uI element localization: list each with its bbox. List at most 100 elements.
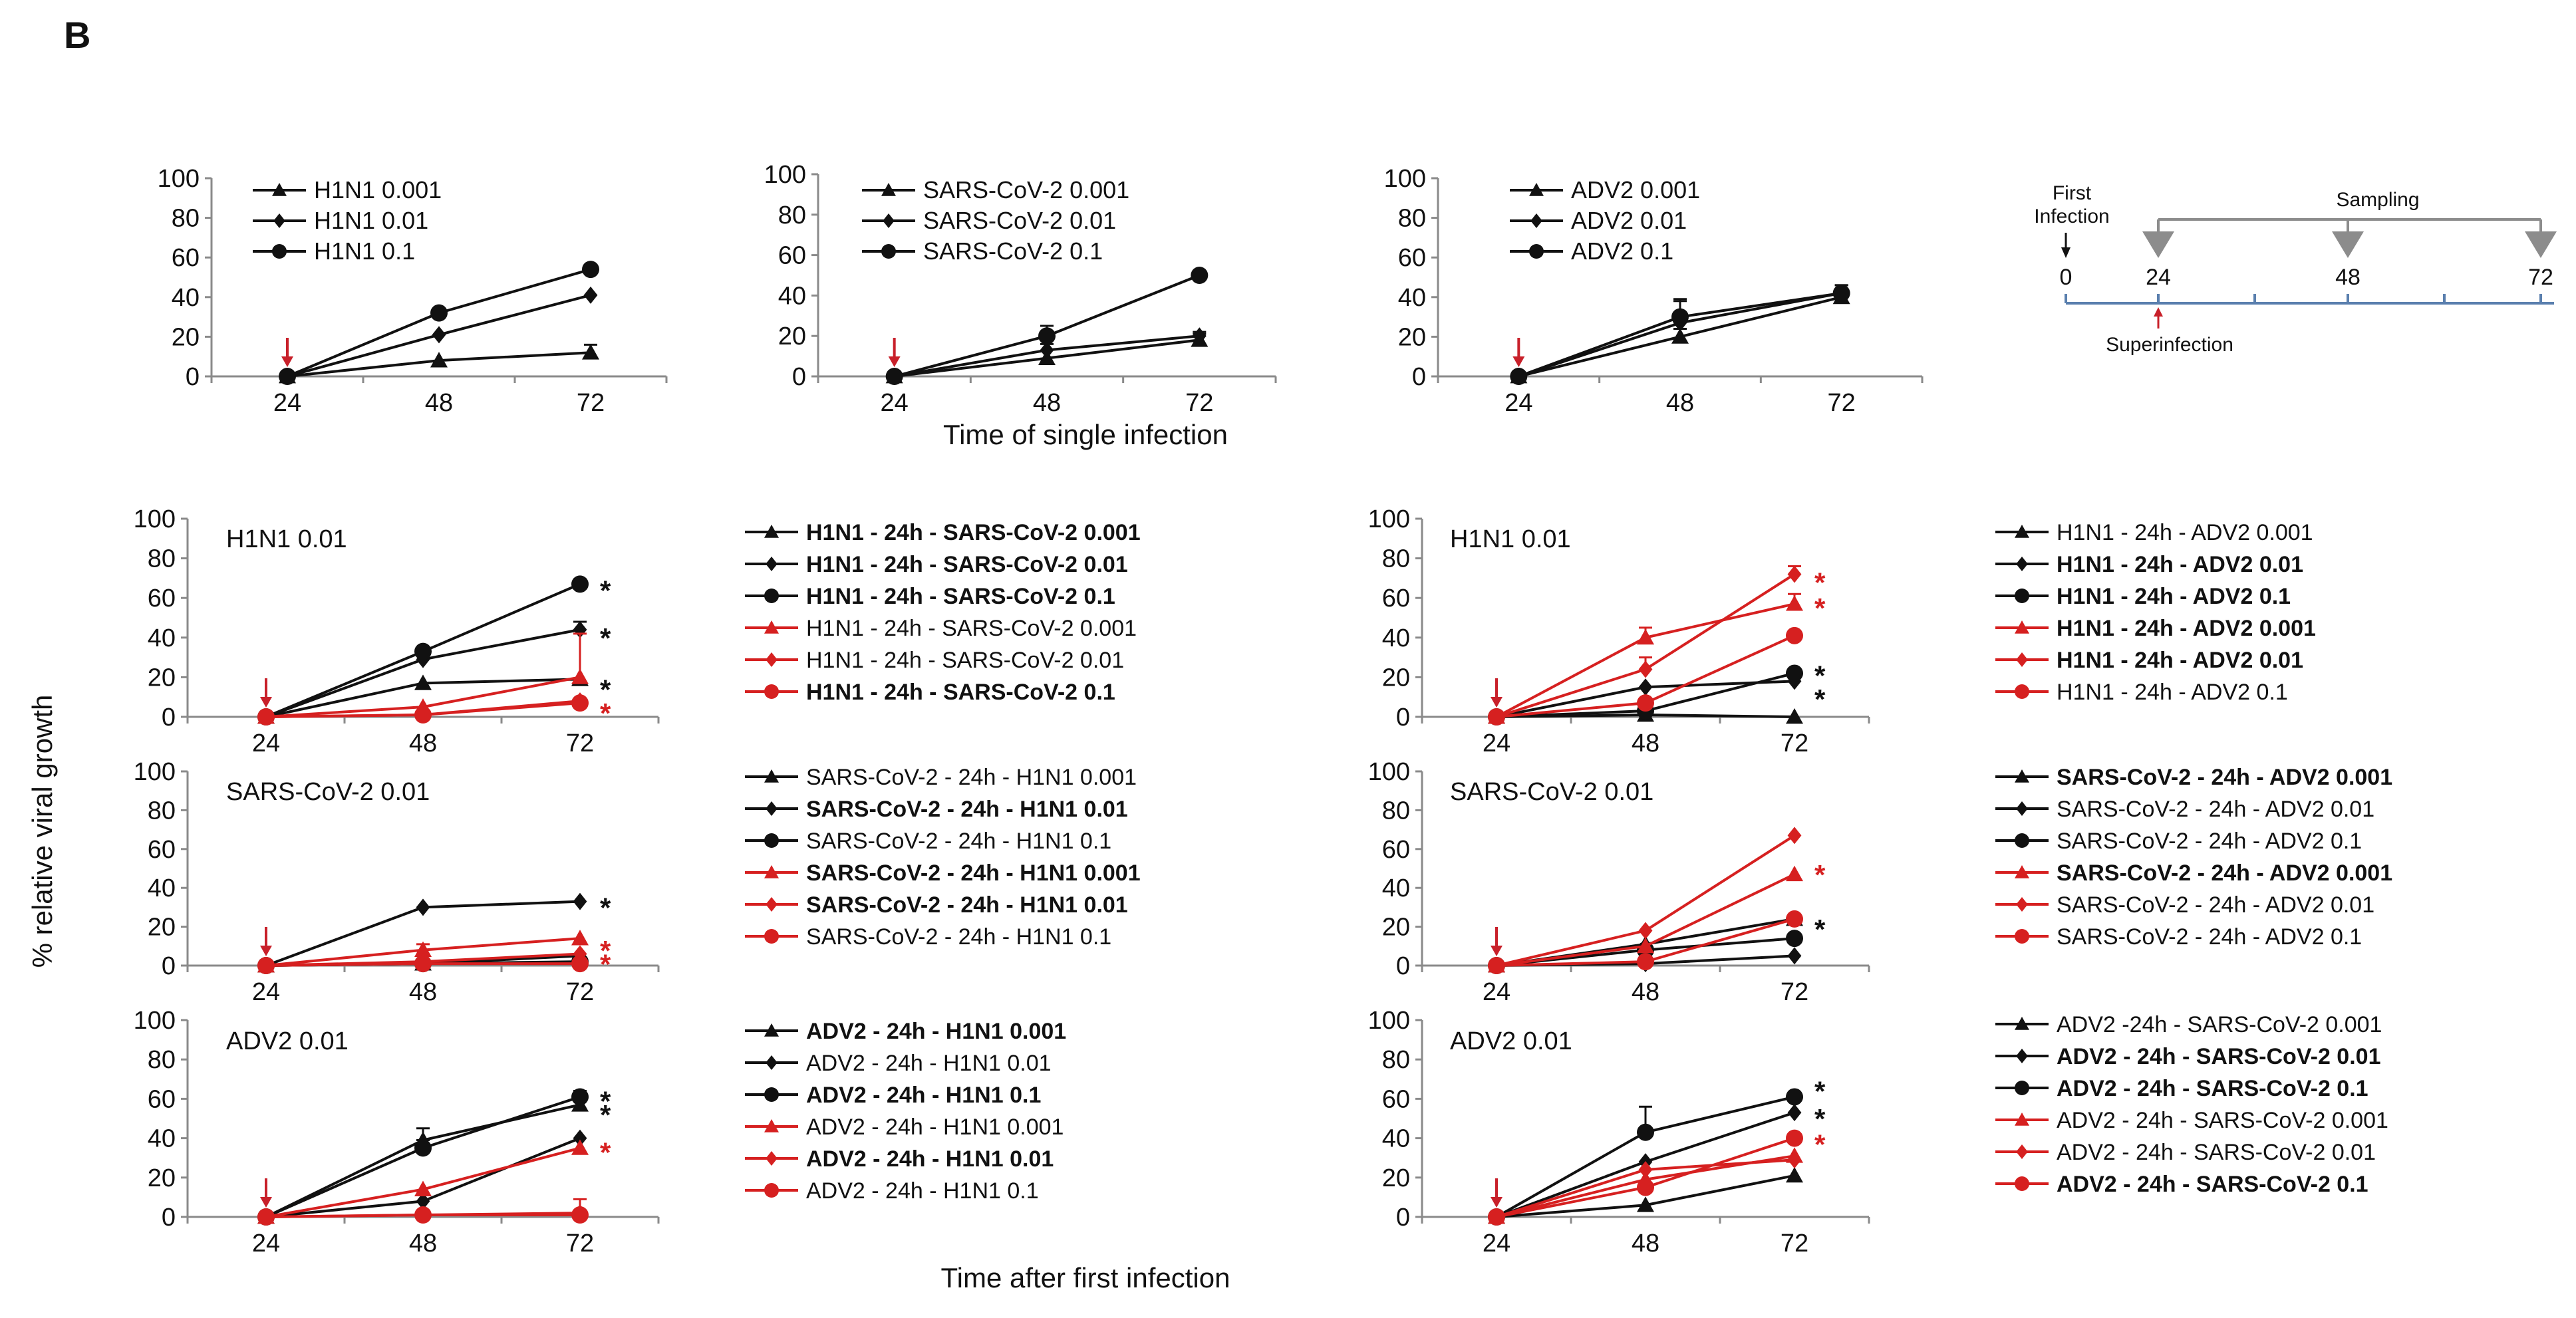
- infection-arrow-head: [260, 697, 272, 708]
- x-tick-label: 72: [1781, 978, 1808, 1006]
- legend-label: ADV2 0.1: [1571, 237, 1673, 265]
- data-point: [571, 1088, 589, 1106]
- x-tick-label: 48: [1632, 978, 1659, 1006]
- legend-marker: [764, 1119, 779, 1132]
- y-tick-label: 0: [1396, 952, 1410, 980]
- legend-label: SARS-CoV-2 - 24h - ADV2 0.001: [2057, 860, 2392, 886]
- y-tick-label: 20: [1398, 323, 1426, 351]
- data-point: [414, 706, 432, 724]
- legend-label: SARS-CoV-2 - 24h - H1N1 0.01: [806, 892, 1128, 918]
- series-5: [1488, 910, 1803, 974]
- legend-marker: [764, 865, 779, 878]
- legend-marker: [273, 213, 285, 228]
- data-point: [1786, 930, 1803, 948]
- y-tick-label: 60: [1382, 836, 1410, 864]
- legend-marker: [883, 213, 895, 228]
- y-tick-label: 100: [158, 165, 200, 193]
- y-tick-label: 40: [148, 874, 176, 902]
- x-tick-label: 48: [409, 729, 437, 757]
- legend-label: H1N1 - 24h - ADV2 0.01: [2057, 648, 2303, 673]
- sampling-marker-icon: [2332, 231, 2364, 258]
- sampling-marker-icon: [2142, 231, 2174, 258]
- legend-label: H1N1 - 24h - ADV2 0.1: [2057, 680, 2288, 705]
- y-tick-label: 60: [148, 1085, 176, 1113]
- legend-marker: [1530, 213, 1542, 228]
- timeline-sampling: Sampling: [2336, 189, 2419, 211]
- x-tick-label: 48: [425, 389, 453, 417]
- series-1: [280, 286, 598, 385]
- significance-star: *: [1814, 1103, 1826, 1134]
- legend-label: H1N1 - 24h - SARS-CoV-2 0.01: [806, 552, 1128, 577]
- legend-marker: [272, 244, 287, 259]
- y-tick-label: 60: [778, 242, 806, 270]
- y-tick-label: 80: [1398, 205, 1426, 233]
- y-tick-label: 40: [778, 282, 806, 310]
- x-tick-label: 48: [1632, 729, 1659, 757]
- legend-marker: [2016, 652, 2028, 667]
- legend-marker: [766, 652, 778, 667]
- x-tick-label: 72: [1828, 389, 1856, 417]
- y-tick-label: 100: [1384, 165, 1426, 193]
- legend-marker: [766, 1151, 778, 1166]
- x-label-top: Time of single infection: [943, 419, 1228, 450]
- x-label-bottom: Time after first infection: [941, 1262, 1230, 1293]
- chart-h1n1-sars: 0 20 40 60 80 100 24 48 72 H1N1 0.01 H1N1 - 24h - …: [134, 505, 1141, 757]
- timeline-first-infection-line1: First: [2053, 182, 2092, 204]
- data-point: [1786, 1129, 1803, 1147]
- timeline-tick-72: 72: [2528, 265, 2553, 290]
- data-point: [1637, 937, 1654, 954]
- legend-label: SARS-CoV-2 0.1: [923, 237, 1103, 265]
- timeline-first-infection-line2: Infection: [2034, 205, 2109, 227]
- y-tick-label: 80: [778, 201, 806, 229]
- legend-marker: [2015, 525, 2029, 538]
- data-point: [430, 352, 448, 368]
- series-2: [1510, 284, 1850, 385]
- y-tick-label: 60: [172, 244, 200, 272]
- legend-marker: [2016, 1144, 2028, 1159]
- legend-marker: [764, 589, 779, 603]
- data-point: [1786, 910, 1803, 928]
- data-point: [1786, 626, 1803, 644]
- data-point: [1787, 1104, 1802, 1122]
- legend-label: ADV2 - 24h - H1N1 0.001: [806, 1019, 1066, 1044]
- legend-marker: [2015, 769, 2029, 783]
- data-point: [1510, 368, 1528, 385]
- data-point: [1787, 827, 1802, 845]
- y-tick-label: 40: [1382, 874, 1410, 902]
- series-5: [1488, 1129, 1803, 1226]
- x-tick-label: 24: [881, 389, 909, 417]
- legend-marker: [2015, 589, 2029, 603]
- legend-label: ADV2 - 24h - H1N1 0.1: [806, 1178, 1039, 1204]
- timeline-diagram: First Infection Sampling Superinfection …: [2034, 182, 2557, 356]
- data-point: [1192, 327, 1207, 345]
- chart-title: ADV2 0.01: [1450, 1027, 1572, 1055]
- data-point: [1671, 328, 1689, 344]
- panel-label: B: [64, 14, 90, 56]
- legend-label: ADV2 - 24h - H1N1 0.1: [806, 1083, 1041, 1108]
- y-tick-label: 100: [1368, 758, 1410, 786]
- data-point: [1786, 664, 1803, 682]
- data-point: [257, 957, 275, 974]
- legend-label: ADV2 - 24h - H1N1 0.01: [806, 1051, 1052, 1076]
- legend-label: H1N1 - 24h - SARS-CoV-2 0.001: [806, 616, 1137, 641]
- y-tick-label: 20: [1382, 664, 1410, 692]
- significance-star: *: [1814, 593, 1826, 624]
- y-tick-label: 60: [1382, 585, 1410, 612]
- chart-single-h1n1: 0 20 40 60 80 100 24 48 72 H1N1 0.001 H1N1 0.01 H1N…: [158, 165, 668, 417]
- data-point: [279, 368, 296, 385]
- timeline-tick-48: 48: [2335, 265, 2361, 290]
- y-tick-label: 100: [1368, 505, 1410, 533]
- chart-sars-adv2: 0 20 40 60 80 100 24 48 72 SARS-CoV-2 0.01 SARS-Co…: [1368, 758, 2393, 1006]
- data-point: [571, 668, 589, 684]
- x-tick-label: 72: [566, 1230, 594, 1257]
- legend-label: ADV2 0.001: [1571, 176, 1700, 203]
- chart-title: H1N1 0.01: [1450, 525, 1571, 553]
- legend-marker: [766, 1055, 778, 1070]
- legend-label: SARS-CoV-2 - 24h - ADV2 0.1: [2057, 924, 2362, 950]
- superinfection-arrow-head: [2154, 307, 2163, 317]
- significance-star: *: [1814, 684, 1826, 715]
- y-tick-label: 0: [186, 363, 200, 391]
- legend-marker: [2015, 1017, 2029, 1030]
- data-point: [582, 344, 599, 360]
- legend-marker: [2016, 897, 2028, 912]
